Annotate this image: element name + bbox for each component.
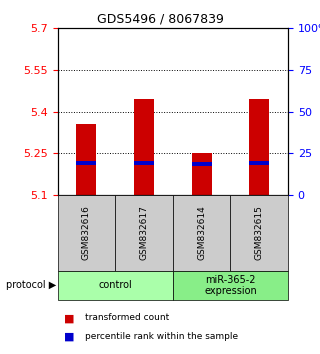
Text: control: control bbox=[98, 280, 132, 290]
Text: GSM832616: GSM832616 bbox=[82, 205, 91, 260]
Text: GSM832614: GSM832614 bbox=[197, 205, 206, 260]
Text: protocol ▶: protocol ▶ bbox=[6, 280, 57, 290]
Bar bbox=[134, 99, 154, 195]
Bar bbox=[76, 161, 97, 165]
Bar bbox=[76, 124, 97, 195]
Text: ■: ■ bbox=[64, 332, 75, 342]
Text: percentile rank within the sample: percentile rank within the sample bbox=[85, 332, 238, 341]
Text: transformed count: transformed count bbox=[85, 313, 169, 322]
Text: GSM832615: GSM832615 bbox=[255, 205, 264, 260]
Bar bbox=[249, 99, 269, 195]
Bar bbox=[134, 161, 154, 165]
Text: GSM832617: GSM832617 bbox=[140, 205, 148, 260]
Text: miR-365-2
expression: miR-365-2 expression bbox=[204, 274, 257, 296]
Bar bbox=[192, 162, 212, 166]
Bar bbox=[249, 161, 269, 165]
Text: ■: ■ bbox=[64, 313, 75, 323]
Bar bbox=[192, 153, 212, 195]
Text: GDS5496 / 8067839: GDS5496 / 8067839 bbox=[97, 12, 223, 25]
